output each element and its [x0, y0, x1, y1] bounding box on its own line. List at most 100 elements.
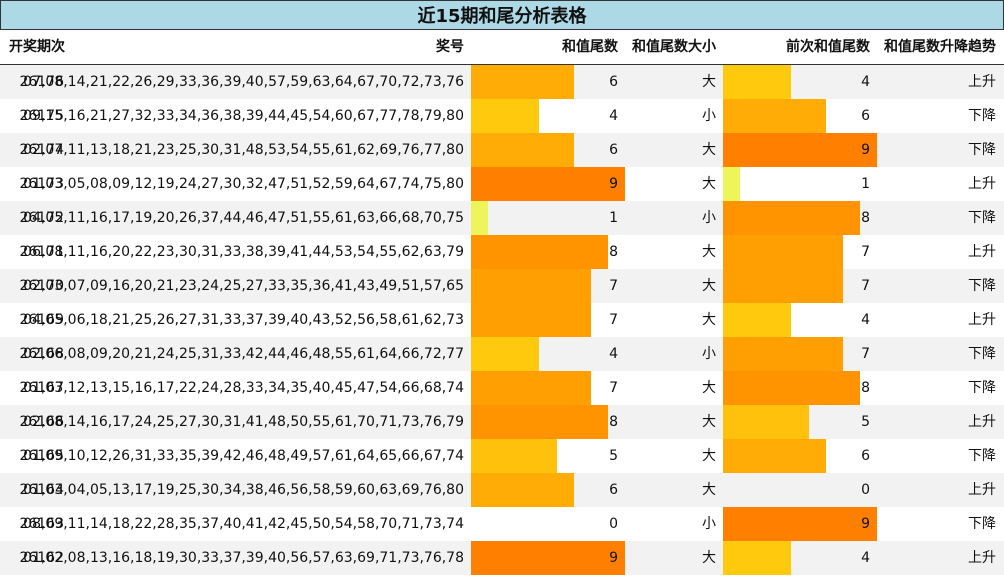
tail-bar: [471, 269, 591, 303]
tail-cell: 4: [609, 108, 618, 124]
tail-bar: [471, 167, 625, 201]
tail-cell: 6: [609, 142, 618, 158]
prev-tail-bar: [723, 167, 741, 201]
tail-cell: 5: [609, 448, 618, 464]
tail-bar: [471, 473, 574, 507]
numbers-cell: 02,06,08,09,20,21,24,25,31,33,42,44,46,4…: [23, 346, 464, 362]
numbers-cell: 04,05,06,18,21,25,26,27,31,33,37,39,40,4…: [23, 312, 464, 328]
size-cell: 大: [702, 74, 716, 90]
prev-tail-cell: 6: [861, 108, 870, 124]
tail-cell: 6: [609, 74, 618, 90]
table-row: 26168 02,06,08,09,20,21,24,25,31,33,42,44…: [0, 337, 1004, 371]
prev-tail-cell: 1: [861, 176, 870, 192]
tail-cell: 9: [609, 550, 618, 566]
table-header: 开奖期次 奖号 和值尾数 和值尾数大小 前次和值尾数 和值尾数升降趋势: [0, 30, 1004, 65]
table-row: 26162 01,02,08,13,16,18,19,30,33,37,39,40…: [0, 541, 1004, 575]
tail-bar: [471, 65, 574, 99]
prev-tail-cell: 4: [861, 312, 870, 328]
tail-bar: [471, 439, 557, 473]
trend-cell: 上升: [968, 414, 996, 430]
table-row: 26175 09,15,16,21,27,32,33,34,36,38,39,44…: [0, 99, 1004, 133]
trend-cell: 上升: [968, 176, 996, 192]
trend-cell: 下降: [968, 380, 996, 396]
tail-bar: [471, 235, 608, 269]
trend-cell: 下降: [968, 346, 996, 362]
tail-cell: 8: [609, 244, 618, 260]
table-row: 26176 07,08,14,21,22,26,29,33,36,39,40,57…: [0, 65, 1004, 99]
table-row: 26164 01,03,04,05,13,17,19,25,30,34,38,46…: [0, 473, 1004, 507]
numbers-cell: 02,07,11,13,18,21,23,25,30,31,48,53,54,5…: [23, 142, 464, 158]
tail-cell: 1: [609, 210, 618, 226]
prev-tail-cell: 9: [861, 142, 870, 158]
size-cell: 大: [702, 380, 716, 396]
header-period: 开奖期次: [9, 39, 65, 55]
period-cell: 26173: [19, 176, 64, 192]
period-cell: 26167: [19, 380, 64, 396]
size-cell: 大: [702, 278, 716, 294]
table-row: 26163 08,09,11,14,18,22,28,35,37,40,41,42…: [0, 507, 1004, 541]
table-row: 26172 04,05,11,16,17,19,20,26,37,44,46,47…: [0, 201, 1004, 235]
size-cell: 大: [702, 448, 716, 464]
table-title: 近15期和尾分析表格: [0, 0, 1004, 30]
numbers-cell: 06,08,11,16,20,22,23,30,31,33,38,39,41,4…: [23, 244, 464, 260]
numbers-cell: 01,03,05,08,09,12,19,24,27,30,32,47,51,5…: [23, 176, 464, 192]
tail-bar: [471, 303, 591, 337]
prev-tail-bar: [723, 99, 826, 133]
tail-bar: [471, 405, 608, 439]
prev-tail-bar: [723, 201, 860, 235]
prev-tail-cell: 4: [861, 74, 870, 90]
numbers-cell: 09,15,16,21,27,32,33,34,36,38,39,44,45,5…: [23, 108, 464, 124]
size-cell: 小: [702, 346, 716, 362]
numbers-cell: 01,02,08,13,16,18,19,30,33,37,39,40,56,5…: [23, 550, 464, 566]
size-cell: 大: [702, 142, 716, 158]
prev-tail-bar: [723, 235, 843, 269]
prev-tail-bar: [723, 303, 792, 337]
size-cell: 大: [702, 176, 716, 192]
tail-cell: 7: [609, 278, 618, 294]
prev-tail-cell: 7: [861, 346, 870, 362]
period-cell: 26171: [19, 244, 64, 260]
prev-tail-cell: 5: [861, 414, 870, 430]
prev-tail-cell: 7: [861, 244, 870, 260]
table-row: 26170 02,03,07,09,16,20,21,23,24,25,27,33…: [0, 269, 1004, 303]
period-cell: 26169: [19, 312, 64, 328]
table-row: 26166 02,08,14,16,17,24,25,27,30,31,41,48…: [0, 405, 1004, 439]
trend-cell: 下降: [968, 448, 996, 464]
prev-tail-cell: 9: [861, 516, 870, 532]
size-cell: 小: [702, 108, 716, 124]
prev-tail-bar: [723, 439, 826, 473]
numbers-cell: 02,03,07,09,16,20,21,23,24,25,27,33,35,3…: [23, 278, 464, 294]
table-row: 26167 01,03,12,13,15,16,17,22,24,28,33,34…: [0, 371, 1004, 405]
period-cell: 26162: [19, 550, 64, 566]
size-cell: 大: [702, 482, 716, 498]
trend-cell: 上升: [968, 74, 996, 90]
trend-cell: 下降: [968, 278, 996, 294]
table-row: 26174 02,07,11,13,18,21,23,25,30,31,48,53…: [0, 133, 1004, 167]
prev-tail-bar: [723, 507, 877, 541]
period-cell: 26170: [19, 278, 64, 294]
period-cell: 26174: [19, 142, 64, 158]
numbers-cell: 08,09,11,14,18,22,28,35,37,40,41,42,45,5…: [23, 516, 464, 532]
trend-cell: 下降: [968, 142, 996, 158]
table-title-text: 近15期和尾分析表格: [417, 6, 587, 27]
period-cell: 26164: [19, 482, 64, 498]
prev-tail-cell: 4: [861, 550, 870, 566]
header-trend: 和值尾数升降趋势: [884, 39, 996, 55]
prev-tail-cell: 8: [861, 380, 870, 396]
prev-tail-bar: [723, 65, 792, 99]
tail-bar: [471, 371, 591, 405]
table-row: 26169 04,05,06,18,21,25,26,27,31,33,37,39…: [0, 303, 1004, 337]
tail-bar: [471, 337, 540, 371]
prev-tail-bar: [723, 405, 809, 439]
trend-cell: 上升: [968, 482, 996, 498]
table-row: 26173 01,03,05,08,09,12,19,24,27,30,32,47…: [0, 167, 1004, 201]
header-prev-tail: 前次和值尾数: [786, 39, 870, 55]
tail-cell: 0: [609, 516, 618, 532]
tail-bar: [471, 201, 489, 235]
prev-tail-bar: [723, 269, 843, 303]
size-cell: 小: [702, 516, 716, 532]
table-row: 26165 01,09,10,12,26,31,33,35,39,42,46,48…: [0, 439, 1004, 473]
trend-cell: 上升: [968, 244, 996, 260]
size-cell: 小: [702, 210, 716, 226]
table-body: 26176 07,08,14,21,22,26,29,33,36,39,40,57…: [0, 65, 1004, 575]
